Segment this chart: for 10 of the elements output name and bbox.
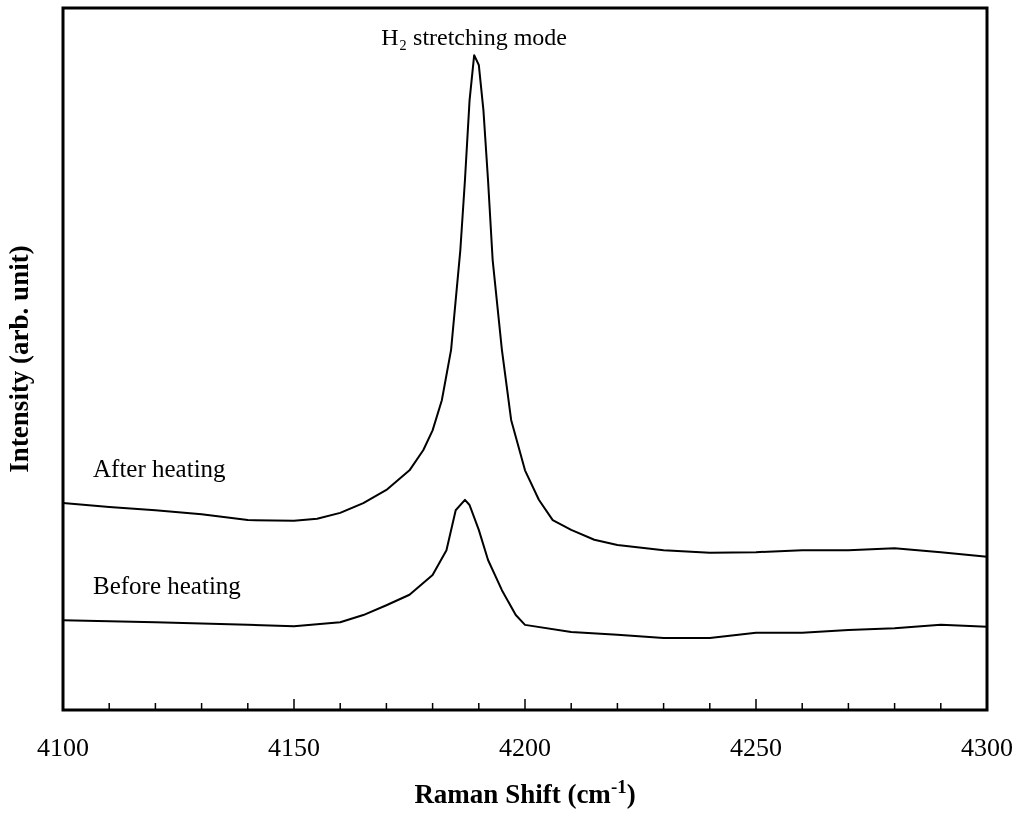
x-tick-label: 4150	[268, 733, 320, 762]
x-axis-title: Raman Shift (cm$^{-1}$)	[414, 775, 636, 809]
y-axis-title: Intensity (arb. unit)	[4, 245, 34, 473]
x-tick-label: 4250	[730, 733, 782, 762]
x-tick-label: 4100	[37, 733, 89, 762]
annotation: H₂ stretching mode	[381, 24, 568, 51]
series-label: After heating	[93, 455, 227, 483]
series-label: Before heating	[93, 572, 242, 600]
x-tick-label: 4200	[499, 733, 551, 762]
x-tick-label: 4300	[961, 733, 1013, 762]
